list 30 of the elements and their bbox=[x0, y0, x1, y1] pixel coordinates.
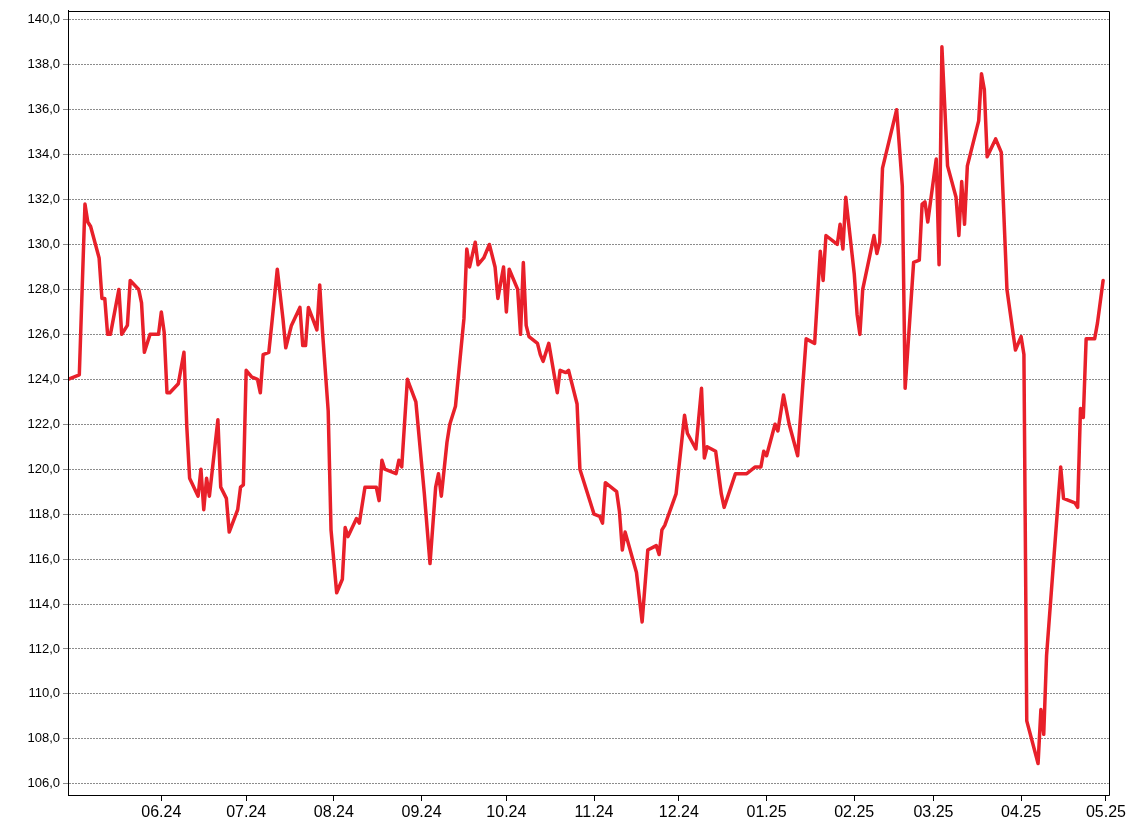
x-tick-label: 02.25 bbox=[834, 803, 875, 821]
y-tick-label: 112,0 bbox=[28, 640, 60, 656]
x-tick-label: 04.25 bbox=[1001, 803, 1042, 821]
y-tick-label: 118,0 bbox=[28, 505, 60, 521]
y-tick-label: 108,0 bbox=[27, 730, 60, 746]
x-tick-label: 05.25 bbox=[1085, 803, 1127, 821]
x-tick-label: 07.24 bbox=[226, 803, 267, 821]
y-tick-label: 106,0 bbox=[27, 775, 60, 791]
y-tick-label: 130,0 bbox=[27, 236, 60, 252]
x-tick-label: 01.25 bbox=[746, 803, 787, 821]
y-tick-label: 124,0 bbox=[27, 370, 60, 386]
x-tick-label: 03.25 bbox=[913, 803, 954, 821]
y-tick-label: 140,0 bbox=[27, 11, 60, 27]
x-tick-label: 09.24 bbox=[401, 803, 442, 821]
y-tick-label: 110,0 bbox=[28, 685, 60, 701]
y-tick-label: 128,0 bbox=[27, 281, 60, 297]
x-tick-label: 06.24 bbox=[141, 803, 182, 821]
x-tick-label: 10.24 bbox=[486, 803, 527, 821]
x-tick-label: 12.24 bbox=[658, 803, 699, 821]
x-tick-label: 08.24 bbox=[313, 803, 354, 821]
y-tick-label: 126,0 bbox=[27, 325, 60, 341]
y-tick-label: 134,0 bbox=[27, 146, 60, 162]
y-tick-label: 120,0 bbox=[27, 460, 60, 476]
x-tick-label: 11.24 bbox=[574, 803, 614, 821]
y-tick-label: 138,0 bbox=[27, 56, 60, 72]
y-tick-label: 132,0 bbox=[27, 191, 60, 207]
y-tick-label: 136,0 bbox=[27, 101, 60, 117]
y-tick-label: 116,0 bbox=[28, 550, 60, 566]
y-tick-label: 114,0 bbox=[28, 595, 60, 611]
y-tick-label: 122,0 bbox=[27, 415, 60, 431]
